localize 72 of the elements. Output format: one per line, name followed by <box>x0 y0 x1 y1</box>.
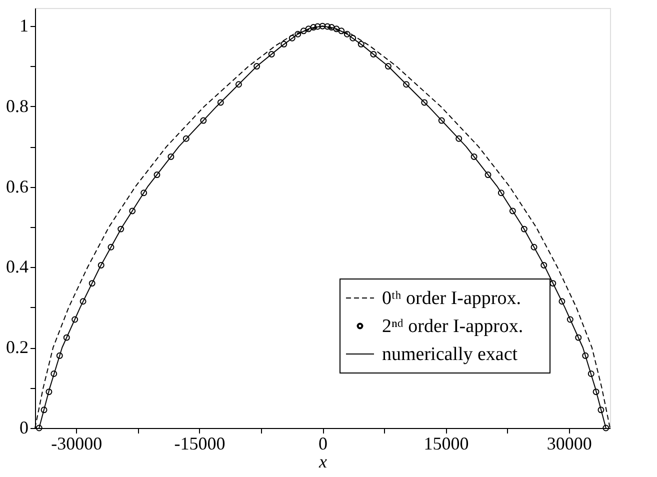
point <box>470 153 478 160</box>
point <box>88 280 96 287</box>
point <box>328 24 335 31</box>
point <box>520 226 528 232</box>
point <box>456 135 462 142</box>
y-tick-label: 0.2 <box>6 337 28 358</box>
point <box>333 26 340 32</box>
point <box>558 298 566 305</box>
point <box>118 226 124 232</box>
point <box>530 244 538 250</box>
point <box>217 99 224 106</box>
point <box>254 63 260 70</box>
point <box>40 406 48 414</box>
point <box>540 262 548 268</box>
point <box>498 190 504 196</box>
point <box>129 208 136 214</box>
point <box>370 50 377 58</box>
point <box>294 30 302 38</box>
point <box>403 81 410 88</box>
point <box>592 388 600 396</box>
point <box>154 172 160 178</box>
y-tick-label: 0.6 <box>6 176 28 196</box>
point <box>384 63 392 70</box>
x-tick-label: -30000 <box>51 434 102 454</box>
point <box>288 34 296 42</box>
point <box>550 280 556 287</box>
point <box>566 316 574 323</box>
legend-label: 0ᵗʰ order I-approx. <box>382 288 521 309</box>
point <box>305 26 312 32</box>
x-tick-label: 0 <box>318 434 328 454</box>
point <box>575 334 582 341</box>
point <box>582 352 589 359</box>
legend-label: 2ⁿᵈ order I-approx. <box>382 316 524 337</box>
point <box>56 352 63 359</box>
point <box>72 316 78 323</box>
y-tick-label: 1 <box>20 16 28 36</box>
point <box>338 28 345 34</box>
point <box>280 40 288 48</box>
point <box>200 117 207 124</box>
point <box>358 40 364 48</box>
x-tick-label: 30000 <box>546 434 592 454</box>
y-tick-label: 0.8 <box>6 96 28 116</box>
y-tick-label: 0.4 <box>6 256 28 277</box>
point <box>98 262 104 268</box>
point <box>182 135 190 142</box>
point <box>140 190 148 196</box>
y-tick-label: 0 <box>20 418 28 438</box>
point <box>108 244 114 250</box>
point <box>50 370 58 377</box>
point <box>509 208 516 214</box>
point <box>300 28 307 34</box>
point <box>344 30 350 38</box>
point <box>421 99 428 106</box>
point <box>63 334 70 341</box>
x-axis-title: x <box>318 452 327 472</box>
x-tick-label: -15000 <box>174 434 226 454</box>
point <box>438 117 445 124</box>
point <box>350 34 356 42</box>
point <box>324 23 331 30</box>
point <box>46 388 52 396</box>
point <box>168 153 174 160</box>
legend-label: numerically exact <box>382 344 518 365</box>
point <box>314 23 321 30</box>
point <box>310 24 317 31</box>
point <box>268 50 275 58</box>
point <box>319 22 326 30</box>
point <box>80 298 86 305</box>
point <box>235 81 242 88</box>
point <box>588 370 594 377</box>
x-tick-label: 15000 <box>424 434 469 454</box>
point <box>484 172 492 178</box>
point <box>598 406 604 414</box>
